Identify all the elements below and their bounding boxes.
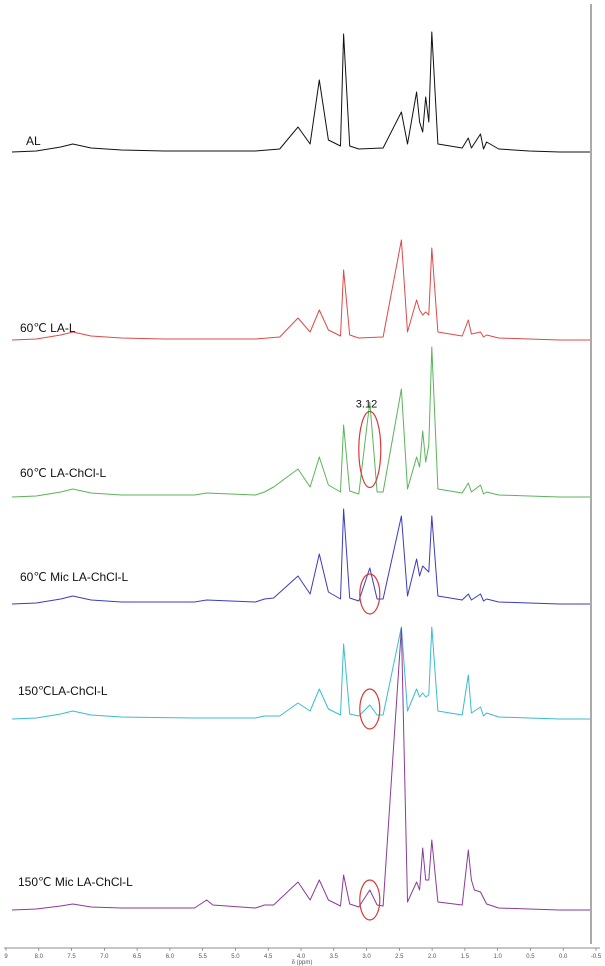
spectrum-line-6 xyxy=(11,627,590,911)
series-label-1: AL xyxy=(26,134,41,148)
series-labels-layer: AL 60℃ LA-L 60℃ LA-ChCl-L 60℃ Mic LA-ChCl-L… xyxy=(18,134,133,889)
x-tick-label: 1.5 xyxy=(461,954,470,960)
x-tick-label: 7.0 xyxy=(100,954,109,960)
series-label-3: 60℃ LA-ChCl-L xyxy=(20,466,107,480)
x-tick-label: 4.0 xyxy=(297,954,306,960)
x-tick-label: 3.0 xyxy=(362,954,371,960)
spectrum-line-1 xyxy=(11,31,590,153)
peak-circle-4 xyxy=(359,573,381,615)
spectrum-line-5 xyxy=(11,626,590,720)
series-label-2: 60℃ LA-L xyxy=(20,321,76,335)
spectrum-line-2 xyxy=(11,239,590,341)
x-tick-label: 0.0 xyxy=(559,954,568,960)
peak-annotation-label: 3.12 xyxy=(356,399,377,411)
x-tick-label: 7.5 xyxy=(67,954,76,960)
x-axis: 9 8.0 7.5 7.0 6.5 6.0 5.5 5.0 4.5 4.0 3.5 3.0 2.5 2.0… xyxy=(4,947,602,966)
x-tick-label: 1.0 xyxy=(494,954,503,960)
spectrum-line-4 xyxy=(11,508,590,605)
series-label-6: 150℃ Mic LA-ChCl-L xyxy=(18,875,133,889)
series-label-5: 150℃LA-ChCl-L xyxy=(18,684,108,698)
x-tick-label: 6.0 xyxy=(166,954,175,960)
x-tick-label: -0.5 xyxy=(591,954,602,960)
peak-circle-5 xyxy=(359,688,381,730)
x-tick-label: 6.5 xyxy=(133,954,142,960)
spectra-layer xyxy=(11,31,590,911)
x-tick-label: 2.5 xyxy=(395,954,404,960)
x-axis-title: δ (ppm) xyxy=(292,960,313,966)
x-tick-label: 4.5 xyxy=(264,954,273,960)
peak-highlight-layer xyxy=(358,410,382,921)
x-tick-label: 0.5 xyxy=(526,954,535,960)
peak-circle-3 xyxy=(358,410,382,489)
x-tick-label: 3.5 xyxy=(330,954,339,960)
x-tick-label: 9 xyxy=(4,954,8,960)
series-label-4: 60℃ Mic LA-ChCl-L xyxy=(20,570,128,584)
x-tick-label: 5.0 xyxy=(231,954,240,960)
spectrum-line-3 xyxy=(11,346,590,498)
x-tick-label: 8.0 xyxy=(35,954,44,960)
x-tick-label: 5.5 xyxy=(199,954,208,960)
x-tick-label: 2.0 xyxy=(428,954,437,960)
peak-circle-6 xyxy=(359,879,381,921)
